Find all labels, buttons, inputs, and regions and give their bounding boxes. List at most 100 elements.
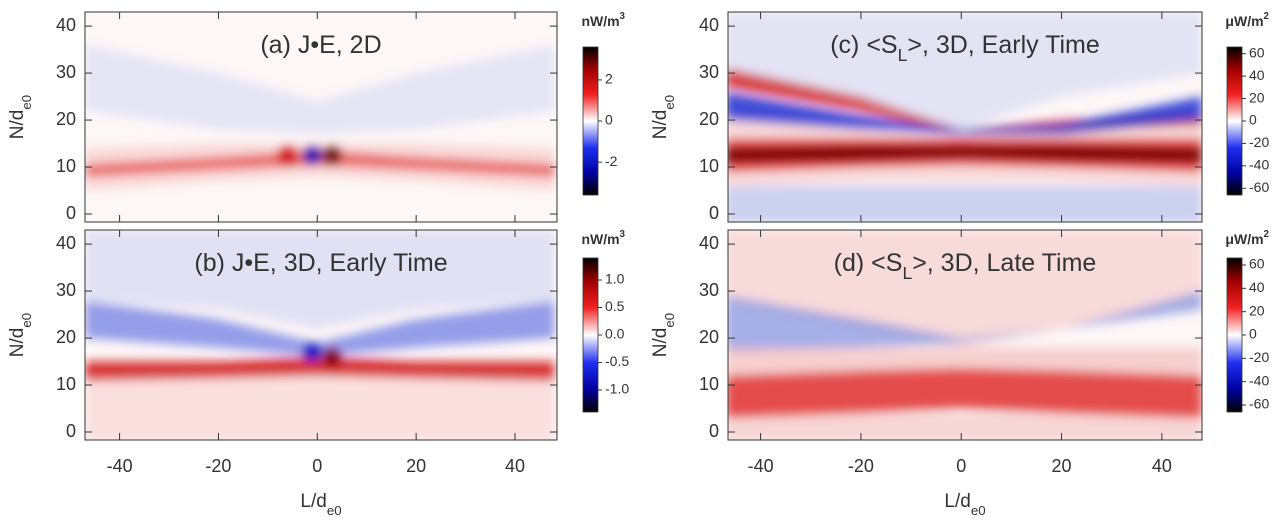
y-tick-label: 40 <box>699 15 719 35</box>
y-tick-label: 0 <box>66 421 76 441</box>
field-band <box>728 92 1202 135</box>
colorbar-label-part: 2 <box>1264 229 1270 240</box>
y-tick-label: 10 <box>56 374 76 394</box>
colorbar-tick-label: -20 <box>1249 349 1269 365</box>
y-tick-label: 10 <box>699 374 719 394</box>
colorbar-tick-label: 20 <box>1249 89 1265 105</box>
field-band <box>728 368 1202 418</box>
colorbar-tick-label: 1.0 <box>605 271 625 287</box>
colorbar-label: μW/m2 <box>1225 11 1269 29</box>
colorbar <box>582 46 599 196</box>
colorbar-label: nW/m3 <box>581 229 625 247</box>
colorbar-tick-label: -60 <box>1249 396 1269 412</box>
x-tick-label: 40 <box>505 456 525 476</box>
field-band <box>728 12 1202 130</box>
y-axis-label-part: e0 <box>662 313 677 328</box>
panel-title: (a) J•E, 2D <box>260 31 381 59</box>
y-axis-label-part: e0 <box>19 95 34 110</box>
colorbar-tick-label: -40 <box>1249 372 1269 388</box>
y-tick-label: 20 <box>56 109 76 129</box>
panel-title-part: L <box>898 45 908 65</box>
panel-title-part: (a) J•E, 2D <box>260 31 381 59</box>
colorbar <box>1226 257 1243 413</box>
y-axis-label: N/de0 <box>650 313 677 357</box>
colorbar-label-part: nW/m <box>581 231 619 247</box>
y-axis-label-part: N/d <box>7 328 28 358</box>
colorbar-label-part: μW/m <box>1225 13 1263 29</box>
y-tick-label: 20 <box>699 109 719 129</box>
colorbar-label-part: μW/m <box>1225 231 1263 247</box>
colorbar-tick-label: 2 <box>605 71 613 87</box>
colorbar <box>582 257 599 413</box>
panel-title-part: (d) <S <box>834 249 903 277</box>
field-band <box>85 230 555 329</box>
x-tick-label: 0 <box>312 456 322 476</box>
y-tick-label: 30 <box>699 62 719 82</box>
field-spot <box>323 347 342 366</box>
colorbar-tick-label: -0.5 <box>605 353 629 369</box>
x-tick-label: -40 <box>107 456 133 476</box>
y-axis-label-part: e0 <box>662 95 677 110</box>
colorbar-label-part: 3 <box>620 229 626 240</box>
panel-title: (b) J•E, 3D, Early Time <box>194 249 447 277</box>
field <box>728 230 1202 440</box>
field-spot <box>303 146 322 165</box>
panel-title-part: L <box>902 263 912 283</box>
colorbar <box>1226 46 1243 196</box>
colorbar-tick-label: 40 <box>1249 279 1265 295</box>
field-band <box>728 291 1202 353</box>
field-band <box>728 68 1202 135</box>
field <box>728 12 1202 222</box>
y-axis-label-part: N/d <box>7 110 28 140</box>
y-axis-label-part: N/d <box>650 328 671 358</box>
x-tick-label: 40 <box>1152 456 1172 476</box>
colorbar-label-part: nW/m <box>581 13 619 29</box>
colorbar-label: nW/m3 <box>581 11 625 29</box>
x-tick-label: -20 <box>205 456 231 476</box>
y-axis-label: N/de0 <box>650 95 677 139</box>
field-band <box>85 356 555 381</box>
field <box>85 230 557 440</box>
field-band <box>728 185 1202 222</box>
colorbar-tick-label: -2 <box>605 153 618 169</box>
x-axis-label: L/de0 <box>944 491 985 518</box>
field-band <box>85 150 555 177</box>
field-band <box>728 145 1202 163</box>
x-tick-label: -40 <box>748 456 774 476</box>
field-shapes <box>728 12 1202 222</box>
y-tick-label: 40 <box>56 233 76 253</box>
colorbar-tick-label: 60 <box>1249 44 1265 60</box>
colorbar-label-part: 3 <box>620 11 626 22</box>
field-shapes <box>728 230 1202 440</box>
colorbar-tick-label: -40 <box>1249 157 1269 173</box>
colorbar-tick-label: 40 <box>1249 67 1265 83</box>
colorbar-tick-label: -20 <box>1249 134 1269 150</box>
x-axis-label: L/de0 <box>300 491 341 518</box>
field-band <box>85 375 555 440</box>
x-axis-label-part: e0 <box>971 503 986 518</box>
panel-title-part: >, 3D, Late Time <box>912 249 1096 277</box>
field-spot <box>303 343 322 362</box>
x-axis-label-part: L/d <box>944 491 970 512</box>
x-tick-label: 20 <box>1052 456 1072 476</box>
field <box>85 12 557 222</box>
y-axis-label-part: e0 <box>19 313 34 328</box>
plot-frame <box>84 229 558 441</box>
y-tick-label: 0 <box>709 203 719 223</box>
y-tick-label: 0 <box>66 203 76 223</box>
y-tick-label: 40 <box>56 15 76 35</box>
panel-title-part: >, 3D, Early Time <box>907 31 1099 59</box>
field-band <box>728 347 1202 376</box>
y-tick-label: 20 <box>699 327 719 347</box>
y-tick-label: 20 <box>56 327 76 347</box>
field-band <box>85 44 555 135</box>
colorbar-tick-label: 0 <box>1249 112 1257 128</box>
x-tick-label: 20 <box>406 456 426 476</box>
field-band <box>85 300 555 357</box>
y-tick-label: 30 <box>699 280 719 300</box>
colorbar-tick-label: 0.5 <box>605 298 625 314</box>
y-axis-label-part: N/d <box>650 110 671 140</box>
colorbar-label: μW/m2 <box>1225 229 1269 247</box>
y-tick-label: 10 <box>699 156 719 176</box>
